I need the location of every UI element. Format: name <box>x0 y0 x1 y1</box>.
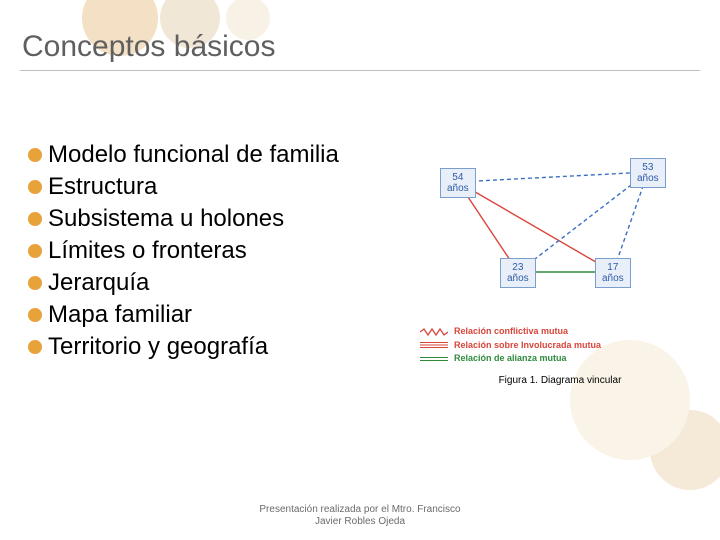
legend-row: Relación sobre Involucrada mutua <box>420 339 601 353</box>
bullet-text: Mapa familiar <box>48 300 192 330</box>
bullet-text: Jerarquía <box>48 268 149 298</box>
diagram-legend: Relación conflictiva mutuaRelación sobre… <box>420 325 601 366</box>
bullet-item: Subsistema u holones <box>28 204 398 234</box>
diagram-edge <box>518 172 648 272</box>
bullet-disc-icon <box>28 180 42 194</box>
footer: Presentación realizada por el Mtro. Fran… <box>0 504 720 528</box>
diagram-edge <box>458 172 648 182</box>
bullet-item: Estructura <box>28 172 398 202</box>
bullet-disc-icon <box>28 276 42 290</box>
legend-row: Relación de alianza mutua <box>420 352 601 366</box>
legend-row: Relación conflictiva mutua <box>420 325 601 339</box>
diagram-caption: Figura 1. Diagrama vincular <box>420 375 700 386</box>
bullet-text: Límites o fronteras <box>48 236 247 266</box>
legend-label: Relación conflictiva mutua <box>454 325 568 339</box>
legend-label: Relación sobre Involucrada mutua <box>454 339 601 353</box>
bullet-text: Territorio y geografía <box>48 332 268 362</box>
title-underline <box>20 70 700 71</box>
diagram-node: 17años <box>595 258 631 288</box>
bullet-item: Jerarquía <box>28 268 398 298</box>
bullet-disc-icon <box>28 244 42 258</box>
legend-swatch-icon <box>420 355 448 363</box>
footer-line2: Javier Robles Ojeda <box>315 516 405 527</box>
bullet-item: Límites o fronteras <box>28 236 398 266</box>
legend-swatch-icon <box>420 341 448 349</box>
bullet-item: Modelo funcional de familia <box>28 140 398 170</box>
bullet-disc-icon <box>28 148 42 162</box>
bullet-text: Estructura <box>48 172 157 202</box>
footer-line1: Presentación realizada por el Mtro. Fran… <box>259 504 460 515</box>
bullet-disc-icon <box>28 340 42 354</box>
legend-swatch-icon <box>420 328 448 336</box>
bullet-text: Subsistema u holones <box>48 204 284 234</box>
slide: Conceptos básicos Modelo funcional de fa… <box>0 0 720 540</box>
diagram-node: 53años <box>630 158 666 188</box>
diagram-node: 54años <box>440 168 476 198</box>
bullet-item: Mapa familiar <box>28 300 398 330</box>
slide-title: Conceptos básicos <box>22 30 275 64</box>
bullet-disc-icon <box>28 212 42 226</box>
bullet-disc-icon <box>28 308 42 322</box>
legend-label: Relación de alianza mutua <box>454 352 567 366</box>
bullet-list: Modelo funcional de familiaEstructuraSub… <box>28 140 398 364</box>
diagram-node: 23años <box>500 258 536 288</box>
bullet-item: Territorio y geografía <box>28 332 398 362</box>
bullet-text: Modelo funcional de familia <box>48 140 339 170</box>
family-diagram: Relación conflictiva mutuaRelación sobre… <box>420 150 700 410</box>
